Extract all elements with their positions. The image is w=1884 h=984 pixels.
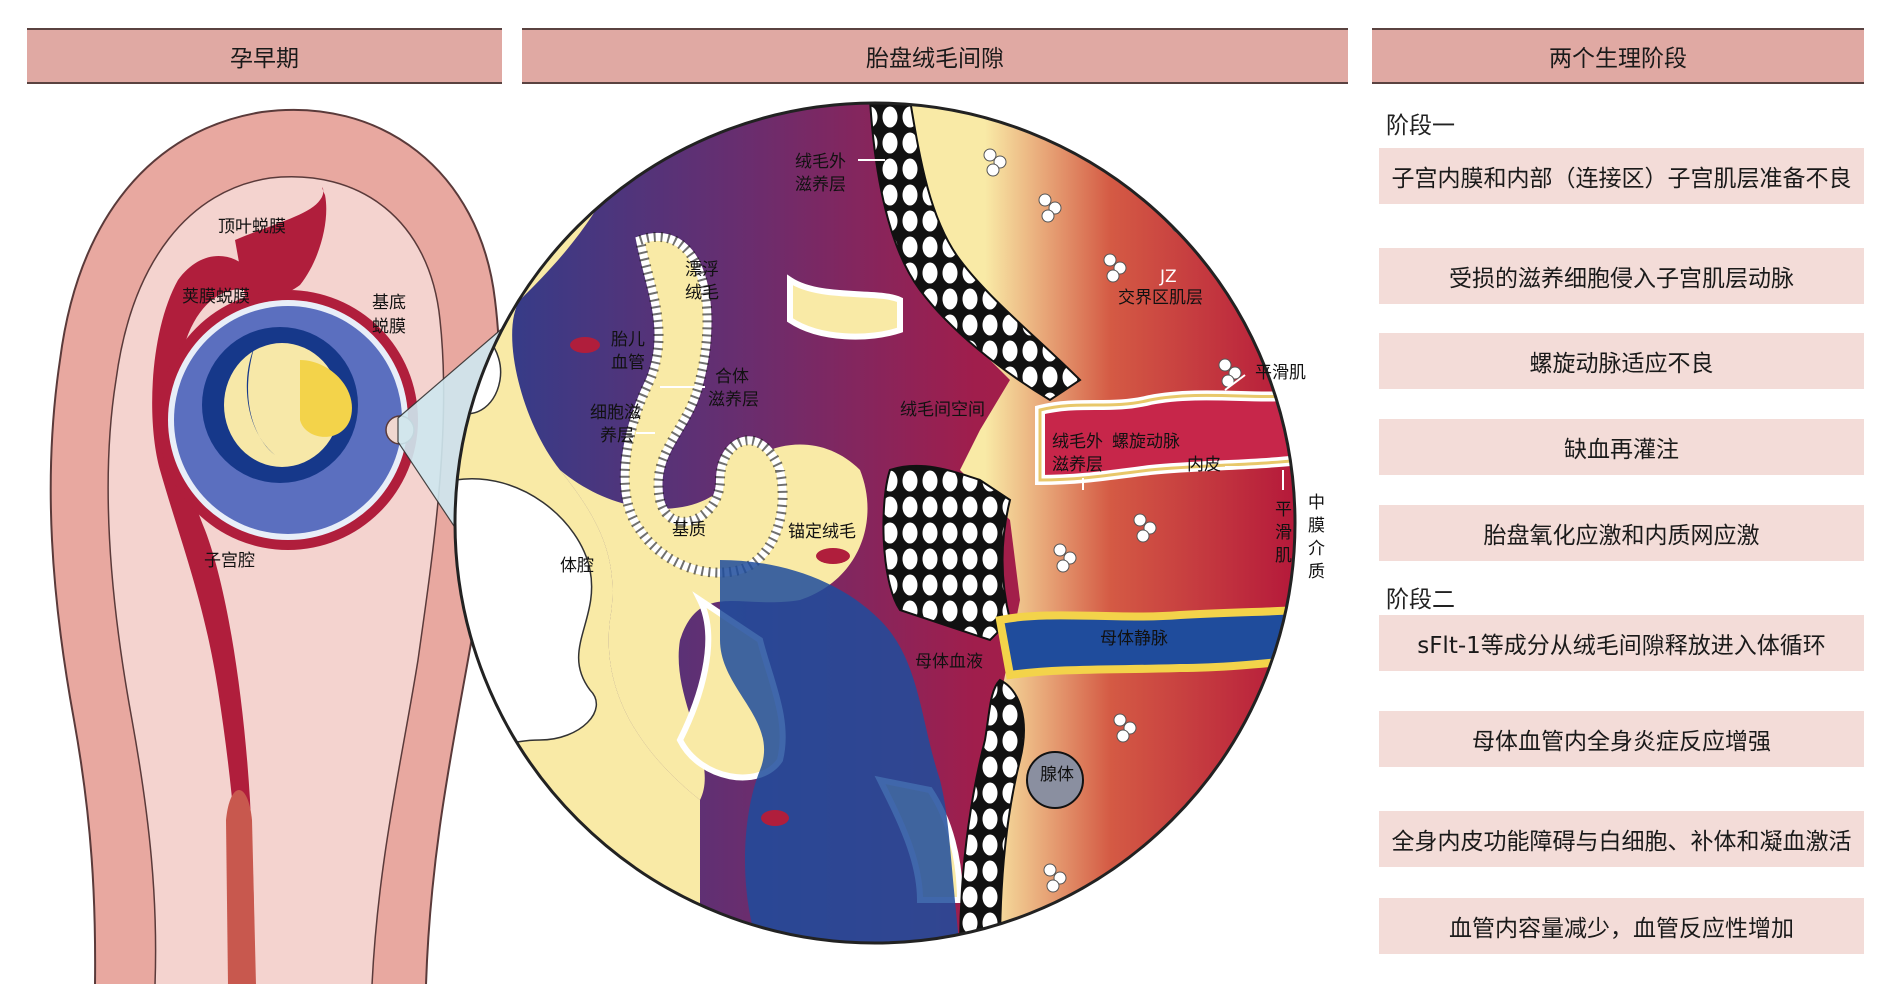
header-intervillous-space: 胎盘绒毛间隙 (522, 28, 1348, 84)
label-ext-trophoblast-top-2: 滋养层 (795, 175, 846, 195)
label-maternal-blood: 母体血液 (915, 652, 983, 672)
trophoblast-column-bottom (958, 678, 1025, 943)
placenta-labels: 绒毛外 滋养层 漂浮 绒毛 胎儿 血管 合体 滋养层 细胞滋 养层 绒毛间空间 … (560, 152, 1325, 785)
label-media-v-4: 质 (1308, 562, 1325, 582)
leader-lines (636, 159, 1317, 490)
stage-one-item-5: 胎盘氧化应激和内质网应激 (1379, 505, 1864, 561)
label-fetal-vessel-2: 血管 (611, 353, 645, 373)
label-ext-trophoblast-mid-1: 绒毛外 (1052, 432, 1103, 452)
label-decidua-basalis-2: 蜕膜 (372, 317, 406, 337)
label-floating-villus-2: 绒毛 (685, 283, 719, 303)
label-cyto-1: 细胞滋 (590, 403, 641, 423)
label-intervillous: 绒毛间空间 (900, 400, 985, 420)
maternal-vein (995, 605, 1295, 680)
fetal-vessel (570, 337, 600, 353)
stage-one-item-2: 受损的滋养细胞侵入子宫肌层动脉 (1379, 248, 1864, 304)
stage-two-label: 阶段二 (1386, 587, 1455, 613)
label-decidua-basalis-1: 基底 (372, 293, 406, 313)
label-jz-abbr: JZ (1159, 267, 1177, 287)
uterus-diagram: 顶叶蜕膜 荚膜蜕膜 基底 蜕膜 子宫腔 (49, 108, 501, 984)
label-body-cavity: 体腔 (560, 556, 594, 576)
decidua-strip (235, 187, 327, 299)
header-two-stages: 两个生理阶段 (1372, 28, 1864, 84)
label-jz: 交界区肌层 (1118, 288, 1203, 308)
label-maternal-vein: 母体静脉 (1100, 629, 1168, 649)
stage-two-item-3: 全身内皮功能障碍与白细胞、补体和凝血激活 (1379, 811, 1864, 867)
stage-one-item-1: 子宫内膜和内部（连接区）子宫肌层准备不良 (1379, 148, 1864, 204)
label-smooth-muscle-v-2: 滑 (1275, 523, 1292, 543)
label-floating-villus-1: 漂浮 (685, 260, 719, 280)
label-decidua-capsularis: 顶叶蜕膜 (218, 217, 286, 237)
label-media-v-1: 中 (1308, 493, 1325, 513)
label-cyto-2: 养层 (600, 426, 634, 446)
label-decidua-parietalis: 荚膜蜕膜 (182, 287, 250, 307)
label-spiral-artery: 螺旋动脉 (1112, 432, 1180, 452)
label-smooth-muscle-v-1: 平 (1275, 500, 1292, 520)
stage-one-item-4: 缺血再灌注 (1379, 419, 1864, 475)
label-media-v-2: 膜 (1308, 516, 1325, 536)
label-endothelium: 内皮 (1187, 455, 1221, 475)
placenta-illustration: 顶叶蜕膜 荚膜蜕膜 基底 蜕膜 子宫腔 (49, 101, 1325, 984)
header-early-pregnancy: 孕早期 (27, 28, 502, 84)
label-smooth-muscle-top: 平滑肌 (1255, 363, 1306, 383)
label-ext-trophoblast-mid-2: 滋养层 (1052, 455, 1103, 475)
label-ext-trophoblast-top-1: 绒毛外 (795, 152, 846, 172)
label-smooth-muscle-v-3: 肌 (1275, 546, 1292, 566)
label-gland: 腺体 (1040, 765, 1074, 785)
label-syncytio-2: 滋养层 (708, 390, 759, 410)
label-fetal-vessel-1: 胎儿 (611, 330, 645, 350)
placenta-circle-outline (453, 101, 1297, 945)
stage-two-item-1: sFlt-1等成分从绒毛间隙释放进入体循环 (1379, 615, 1864, 671)
label-anchoring-villus: 锚定绒毛 (788, 522, 856, 542)
label-syncytio-1: 合体 (715, 367, 749, 387)
stage-one-label: 阶段一 (1386, 113, 1455, 139)
trophoblast-column-top (868, 103, 1082, 402)
placenta-zoom (455, 103, 1295, 943)
stage-two-item-4: 血管内容量减少，血管反应性增加 (1379, 898, 1864, 954)
label-media-v-3: 介 (1308, 539, 1325, 559)
label-stroma: 基质 (672, 520, 706, 540)
stage-two-item-2: 母体血管内全身炎症反应增强 (1379, 711, 1864, 767)
label-uterine-cavity: 子宫腔 (204, 551, 255, 571)
stage-one-item-3: 螺旋动脉适应不良 (1379, 333, 1864, 389)
gland (1026, 751, 1084, 809)
